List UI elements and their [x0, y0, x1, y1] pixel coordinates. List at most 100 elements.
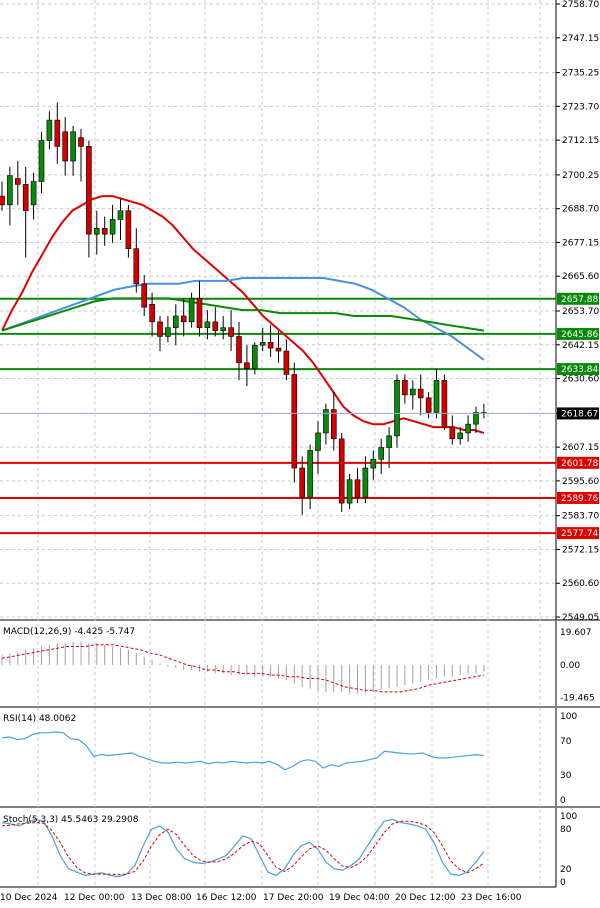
- candle-body: [441, 380, 448, 428]
- candle-body: [196, 298, 203, 328]
- stoch-panel-frame: [0, 808, 557, 888]
- price-tick-label: 2723.70: [562, 102, 599, 112]
- candle-body: [204, 321, 211, 328]
- price-tick-label: 2560.60: [562, 579, 599, 589]
- candle-body: [180, 315, 187, 323]
- candle-body: [362, 467, 369, 498]
- price-tick-label: 2747.15: [562, 34, 599, 44]
- main-panel-frame: [0, 0, 600, 621]
- time-tick-label: 13 Dec 08:00: [131, 893, 192, 903]
- level-tag: [557, 491, 599, 504]
- candle-body: [394, 380, 400, 437]
- level-tag: [557, 363, 599, 376]
- price-tick-label: 2712.15: [562, 136, 599, 146]
- moving-averages: [1, 195, 485, 434]
- time-tick-label: 16 Dec 12:00: [196, 893, 257, 903]
- rsi-tick-label: 0: [560, 796, 566, 806]
- candle-body: [212, 321, 219, 331]
- time-tick-label: 20 Dec 12:00: [395, 893, 456, 903]
- candle-body: [109, 219, 116, 235]
- price-tick-label: 2700.25: [562, 171, 599, 181]
- price-tick-label: 2688.70: [562, 205, 599, 215]
- candle-body: [7, 175, 13, 206]
- rsi-line: [1, 731, 484, 771]
- candle-body: [449, 426, 456, 440]
- candle-body: [409, 388, 416, 396]
- candle-body: [15, 178, 21, 185]
- stoch-tick-label: 100: [560, 812, 577, 822]
- candle-body: [86, 146, 92, 235]
- candle-body: [378, 447, 385, 460]
- candle-body: [228, 327, 234, 337]
- candle-body: [299, 467, 306, 498]
- candle-body: [259, 341, 266, 346]
- candle-body: [283, 350, 290, 375]
- price-tick-label: 2583.70: [562, 512, 599, 522]
- price-tick-label: 2595.60: [562, 477, 599, 487]
- macd-panel-frame: [0, 621, 600, 708]
- macd-tick-label: 19.607: [560, 628, 592, 638]
- candle-body: [291, 374, 298, 469]
- candle-body: [78, 137, 84, 147]
- candle-body: [457, 432, 464, 440]
- macd-title: MACD(12,26,9) -4.425 -5.747: [3, 627, 135, 637]
- ma-line-0: [1, 195, 485, 434]
- candle-body: [70, 131, 76, 162]
- candle-body: [133, 248, 140, 285]
- candle-body: [165, 327, 171, 337]
- candle-body: [220, 327, 226, 331]
- candle-body: [125, 210, 132, 250]
- time-tick-label: 19 Dec 04:00: [329, 893, 390, 903]
- candle-body: [465, 423, 471, 434]
- candle-body: [425, 397, 432, 413]
- time-tick-label: 10 Dec 2024: [0, 893, 58, 903]
- macd-signal-line: [1, 644, 484, 693]
- candle-body: [117, 210, 124, 220]
- ma-line-1: [1, 277, 485, 361]
- candlesticks: [0, 102, 487, 515]
- rsi-tick-label: 30: [560, 771, 572, 781]
- candle-body: [30, 181, 37, 206]
- candle-body: [275, 347, 282, 352]
- candle-body: [307, 450, 313, 498]
- candle-body: [386, 435, 392, 448]
- macd-panel: 19.607 0.00 -19.465: [1, 628, 595, 704]
- rsi-panel-frame: [0, 708, 600, 808]
- level-tag: [557, 292, 599, 305]
- candle-body: [54, 119, 61, 147]
- candle-body: [188, 298, 195, 323]
- ma-line-2: [1, 297, 485, 332]
- level-label: 2633.84: [561, 365, 598, 375]
- candle-body: [149, 303, 155, 323]
- candle-body: [323, 409, 329, 434]
- level-tag: [557, 327, 599, 340]
- level-label: 2577.74: [561, 529, 598, 539]
- rsi-title: RSI(14) 48.0062: [3, 714, 76, 724]
- level-label: 2589.76: [561, 494, 598, 504]
- candle-body: [38, 140, 45, 182]
- candle-body: [402, 380, 408, 396]
- time-tick-label: 17 Dec 20:00: [263, 893, 324, 903]
- stoch-tick-label: 20: [560, 865, 572, 875]
- candle-body: [315, 432, 321, 451]
- time-tick-label: 23 Dec 16:00: [461, 893, 522, 903]
- price-tick-label: 2665.60: [562, 272, 599, 282]
- grid: [0, 0, 556, 886]
- time-tick-label: 12 Dec 00:00: [64, 893, 125, 903]
- current-price-tag: [557, 407, 599, 420]
- candle-body: [101, 227, 108, 235]
- candle-body: [433, 380, 440, 413]
- rsi-tick-label: 100: [560, 712, 577, 722]
- level-label: 2657.88: [561, 295, 598, 305]
- candle-body: [236, 336, 242, 364]
- stoch-d-line: [1, 820, 485, 876]
- level-label: 2601.78: [561, 459, 598, 469]
- price-tick-label: 2735.25: [562, 69, 599, 79]
- candle-body: [173, 315, 179, 328]
- stoch-tick-label: 0: [560, 878, 566, 888]
- macd-tick-label: -19.465: [560, 694, 595, 704]
- price-tick-label: 2677.15: [562, 238, 599, 248]
- stoch-title: Stoch(5,3,3) 45.5463 29.2908: [3, 815, 139, 825]
- candle-body: [22, 184, 29, 212]
